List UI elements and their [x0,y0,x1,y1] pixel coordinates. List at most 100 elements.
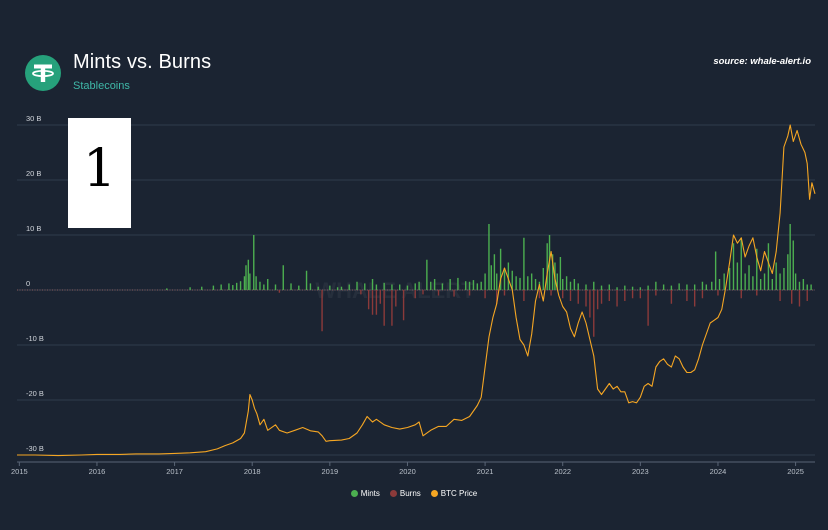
x-tick-label: 2020 [399,467,416,476]
mint-bar [511,270,513,290]
chart-subtitle: Stablecoins [73,80,130,92]
y-tick-label: 30 B [26,114,41,123]
mint-bar [714,251,717,290]
burn-bar [391,290,393,326]
burn-bar [756,290,758,296]
y-tick-label: -10 B [26,334,44,343]
mint-bar [317,286,319,290]
burn-bar [453,290,455,297]
mint-bar [245,265,247,290]
mint-bar [678,283,680,290]
x-tick-label: 2015 [11,467,28,476]
burn-bar [593,290,595,337]
legend-item-mints[interactable]: Mints [350,489,380,498]
burn-bar [321,290,323,332]
mint-bar [732,243,735,290]
mint-bar [787,254,789,290]
mint-bar [290,283,292,290]
mint-bar [792,240,794,290]
burn-bar [402,290,405,321]
mint-bar [464,281,467,290]
burn-bar [437,290,440,296]
mint-bar [201,286,203,290]
mint-bar [577,283,579,290]
mint-bar [484,273,486,290]
mint-bar [255,276,257,290]
mint-bar [740,237,742,290]
mint-bar [282,265,284,290]
legend-label-btc-price: BTC Price [440,489,478,498]
burn-bar [596,290,599,310]
mint-bar [752,276,754,290]
legend-item-btc-price[interactable]: BTC Price [430,489,478,498]
mint-bar [802,279,805,290]
burn-bar [367,290,370,310]
mint-bar [340,286,343,290]
mint-bar [705,284,708,290]
burn-bar [647,290,649,326]
mint-bar [771,279,774,290]
mint-bar [551,254,554,290]
mint-bar [243,276,246,290]
burn-bar [577,290,579,304]
bars [17,224,815,337]
mint-bar [794,273,797,290]
burn-bar [562,290,564,299]
x-tick-label: 2024 [710,467,727,476]
mint-bar [542,268,545,290]
burn-bar [798,290,801,307]
mint-bar [639,287,642,290]
burn-bar [375,290,378,315]
burn-bar [600,290,603,304]
mint-bar [249,273,251,290]
mint-bar [798,281,801,290]
mint-bar [259,281,261,290]
mint-bar [616,287,618,290]
mint-bar [305,270,308,290]
mint-bar [789,224,791,290]
legend-label-burns: Burns [399,489,421,498]
legend-dot-mints [350,490,358,497]
mint-bar [274,284,277,290]
mint-bar [414,283,416,290]
burn-bar [569,290,572,301]
burn-bar [414,290,416,299]
legend-item-burns[interactable]: Burns [389,489,421,498]
burn-bar [624,290,626,301]
burn-bar [503,290,506,296]
mint-bar [806,284,808,290]
legend-dot-burns [389,490,397,497]
burn-bar [639,290,642,299]
mint-bar [593,281,595,290]
x-tick-label: 2022 [554,467,571,476]
x-tick-label: 2021 [477,467,494,476]
burn-bar [538,290,541,299]
burn-bar [806,290,808,301]
mint-bar [426,259,428,290]
mint-bar [235,282,238,290]
mint-bar [523,237,525,290]
mint-bar [736,262,739,290]
mint-bar [723,273,725,290]
burn-bar [589,290,591,318]
y-tick-label: -30 B [26,444,44,453]
mint-bar [779,273,781,290]
mint-bar [748,265,750,290]
mint-bar [189,287,191,290]
burn-bar [585,290,587,307]
mint-bar [441,283,444,290]
mint-bar [756,248,758,290]
mint-bar [585,284,587,290]
mint-bar [546,243,548,290]
mint-bar [647,285,649,290]
burn-bar [791,290,793,304]
mint-bar [534,279,537,290]
mint-bar [670,285,673,290]
mint-bar [608,284,610,290]
burn-bar [278,290,281,293]
mint-bar [718,279,721,290]
mint-bar [472,280,475,290]
burn-bar [496,290,498,304]
burn-bar [701,290,704,299]
burn-bar [655,290,657,296]
